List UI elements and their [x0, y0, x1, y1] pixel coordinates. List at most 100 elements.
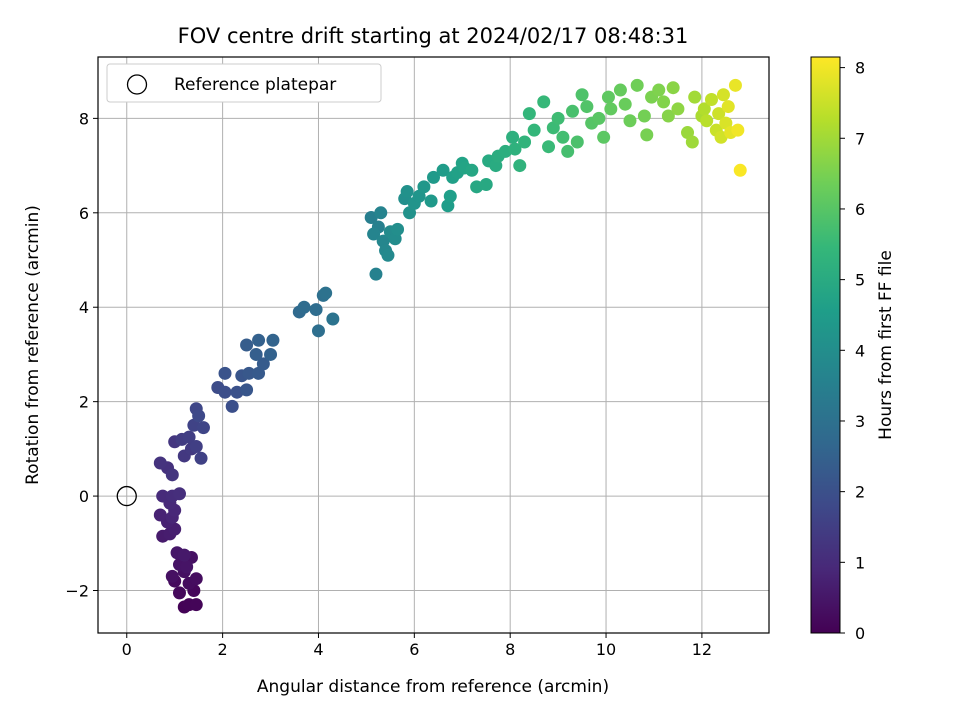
data-point — [570, 135, 584, 149]
data-point — [252, 333, 266, 347]
data-point — [712, 107, 726, 121]
colorbar-tick-label: 5 — [855, 271, 865, 290]
colorbar-tick-label: 7 — [855, 129, 865, 148]
x-axis-label: Angular distance from reference (arcmin) — [257, 677, 609, 697]
x-tick-label: 10 — [596, 640, 616, 659]
colorbar-tick-label: 4 — [855, 341, 865, 360]
x-axis-ticks: 0 2 4 6 8 10 12 — [122, 633, 712, 659]
data-point — [225, 399, 239, 413]
plot-frame — [97, 56, 770, 634]
colorbar-tick-label: 3 — [855, 412, 865, 431]
data-point — [165, 569, 179, 583]
data-point — [266, 333, 280, 347]
data-point — [731, 123, 745, 137]
data-point — [640, 128, 654, 142]
grid-lines — [98, 57, 769, 633]
data-point — [172, 586, 186, 600]
legend-entry: Reference platepar — [174, 75, 336, 95]
data-point — [189, 440, 203, 454]
data-point — [189, 598, 203, 612]
legend-marker — [126, 74, 148, 95]
data-point — [657, 95, 671, 109]
data-point — [436, 163, 450, 177]
data-point — [513, 159, 527, 173]
data-point — [177, 548, 191, 562]
data-point — [443, 189, 457, 203]
data-point — [180, 560, 194, 574]
data-point — [601, 90, 615, 104]
colorbar-label: Hours from first FF file — [876, 250, 896, 440]
data-point — [400, 185, 414, 199]
data-point — [417, 180, 431, 194]
y-tick-label: 4 — [79, 298, 89, 317]
data-point — [542, 140, 556, 154]
data-point — [661, 109, 675, 123]
data-point — [714, 130, 728, 144]
data-point — [196, 421, 210, 435]
data-point — [256, 357, 270, 371]
data-point — [194, 451, 208, 465]
data-point — [172, 487, 186, 501]
data-point — [652, 83, 666, 97]
data-point — [381, 248, 395, 262]
chart-title: FOV centre drift starting at 2024/02/17 … — [178, 24, 689, 48]
colorbar-tick-label: 6 — [855, 200, 865, 219]
data-point — [240, 338, 254, 352]
data-point — [666, 81, 680, 95]
colorbar-tick-label: 8 — [855, 59, 865, 78]
data-point — [182, 430, 196, 444]
data-point — [518, 135, 532, 149]
data-point — [326, 312, 340, 326]
data-point — [556, 130, 570, 144]
data-point — [424, 194, 438, 208]
data-point — [527, 123, 541, 137]
data-point — [565, 104, 579, 118]
data-point — [153, 456, 167, 470]
data-point — [697, 102, 711, 116]
data-point — [240, 383, 254, 397]
y-tick-label: 6 — [79, 204, 89, 223]
y-tick-label: 2 — [79, 393, 89, 412]
data-point — [506, 130, 520, 144]
legend-box — [106, 63, 382, 103]
y-axis-ticks: −2 0 2 4 6 8 — [65, 109, 98, 601]
data-point — [218, 385, 232, 399]
data-point — [637, 109, 651, 123]
data-point — [561, 144, 575, 158]
data-point — [153, 508, 167, 522]
data-point — [522, 107, 536, 121]
legend: Reference platepar — [106, 63, 382, 103]
scatter-points — [153, 78, 747, 614]
data-point — [427, 170, 440, 184]
data-point — [597, 130, 611, 144]
data-point — [189, 572, 203, 586]
data-point — [618, 97, 632, 111]
reference-marker — [116, 485, 137, 507]
y-tick-label: 8 — [79, 109, 89, 128]
data-point — [721, 100, 735, 114]
data-point — [264, 347, 278, 361]
data-point — [575, 88, 589, 102]
data-point — [249, 347, 263, 361]
data-point — [311, 324, 325, 338]
colorbar-tick-label: 0 — [855, 624, 865, 643]
data-point — [537, 95, 551, 109]
colorbar-tick-label: 2 — [855, 483, 865, 502]
data-point — [671, 102, 685, 116]
colorbar-tick-label: 1 — [855, 553, 865, 572]
data-point — [309, 303, 323, 317]
data-point — [551, 111, 565, 125]
data-point — [479, 177, 493, 191]
data-point — [704, 92, 718, 106]
colorbar — [810, 56, 841, 634]
data-point — [613, 83, 627, 97]
x-tick-label: 6 — [409, 640, 419, 659]
data-point — [319, 286, 333, 300]
data-point — [728, 78, 742, 92]
y-axis-label: Rotation from reference (arcmin) — [23, 205, 43, 485]
data-point — [604, 102, 618, 116]
data-point — [364, 211, 378, 225]
data-point — [192, 409, 206, 423]
data-point — [374, 206, 388, 220]
